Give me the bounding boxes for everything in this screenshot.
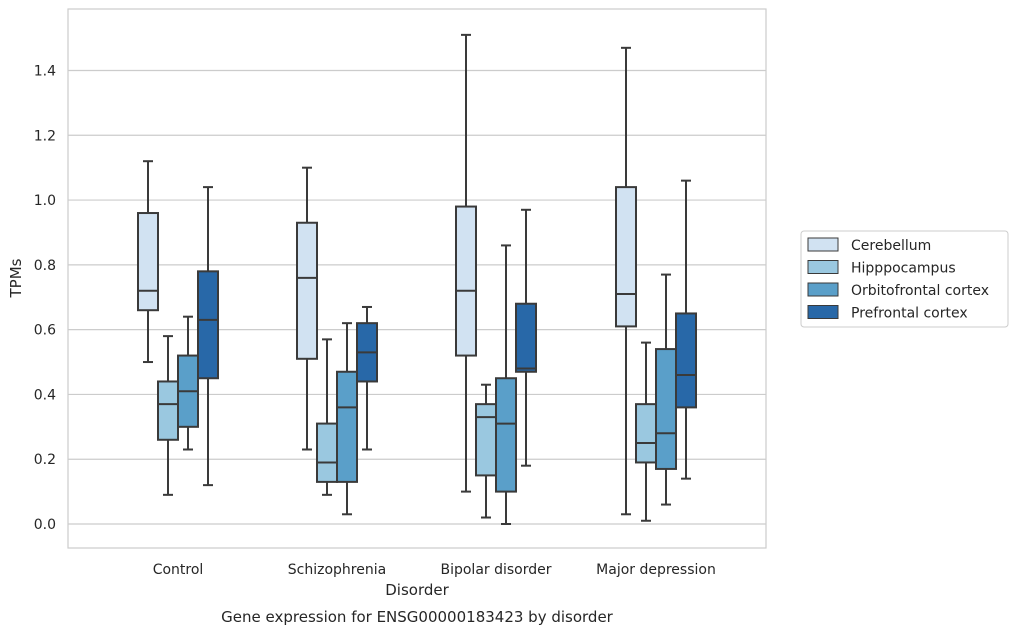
y-axis-title: TPMs <box>7 258 25 298</box>
legend-swatch <box>807 237 839 252</box>
box-hipppocampus <box>635 341 657 522</box>
legend-label: Cerebellum <box>851 238 931 254</box>
box-body <box>137 212 159 312</box>
x-tick-label: Bipolar disorder <box>440 562 551 578</box>
box-body <box>296 221 318 360</box>
legend-label: Prefrontal cortex <box>851 306 968 322</box>
box-body <box>655 348 677 470</box>
x-tick-label: Major depression <box>596 562 716 578</box>
box-body <box>515 302 537 373</box>
box-body <box>316 422 338 483</box>
legend: Cerebellum Hipppocampus Orbitofrontal cort… <box>800 230 1009 328</box>
box-body <box>336 370 358 483</box>
box-orbitofrontal-cortex <box>495 244 517 525</box>
y-tick-label: 0.0 <box>34 517 56 533</box>
box-prefrontal-cortex <box>675 179 697 480</box>
box-cerebellum <box>615 46 637 516</box>
y-tick-label: 1.4 <box>34 64 56 80</box>
y-tick-label: 1.0 <box>34 193 56 209</box>
plot-frame <box>67 8 767 549</box>
legend-label: Orbitofrontal cortex <box>851 283 989 299</box>
box-hipppocampus <box>157 335 179 496</box>
box-orbitofrontal-cortex <box>336 322 358 516</box>
box-prefrontal-cortex <box>197 186 219 487</box>
box-prefrontal-cortex <box>515 208 537 467</box>
box-body <box>495 377 517 493</box>
box-body <box>615 186 637 328</box>
boxes <box>137 33 697 525</box>
x-tick-labels: Control Schizophrenia Bipolar disorder Majo… <box>153 562 716 578</box>
box-cerebellum <box>137 160 159 364</box>
legend-swatch <box>807 282 839 297</box>
y-tick-label: 0.2 <box>34 452 56 468</box>
box-hipppocampus <box>316 338 338 496</box>
y-tick-label: 0.6 <box>34 323 56 339</box>
box-body <box>475 403 497 477</box>
y-tick-label: 1.2 <box>34 128 56 144</box>
box-orbitofrontal-cortex <box>655 273 677 506</box>
box-hipppocampus <box>475 383 497 519</box>
box-body <box>157 380 179 441</box>
box-cerebellum <box>296 166 318 451</box>
x-tick-label: Schizophrenia <box>288 562 386 578</box>
x-tick-label: Control <box>153 562 204 578</box>
box-body <box>197 270 219 380</box>
legend-swatch <box>807 260 839 274</box>
legend-label: Hipppocampus <box>851 261 956 277</box>
y-tick-label: 0.4 <box>34 387 56 403</box>
legend-swatch <box>807 305 839 319</box>
box-cerebellum <box>455 33 477 493</box>
box-body <box>675 312 697 409</box>
box-orbitofrontal-cortex <box>177 315 199 451</box>
y-tick-label: 0.8 <box>34 258 56 274</box>
box-body <box>635 403 657 464</box>
box-prefrontal-cortex <box>356 305 378 451</box>
legend-frame <box>800 230 1009 328</box>
chart-caption: Gene expression for ENSG00000183423 by d… <box>221 608 614 626</box>
x-axis-title: Disorder <box>385 581 449 599</box>
box-body <box>455 205 477 357</box>
y-tick-labels: 0.0 0.2 0.4 0.6 0.8 1.0 1.2 1.4 <box>34 64 56 534</box>
